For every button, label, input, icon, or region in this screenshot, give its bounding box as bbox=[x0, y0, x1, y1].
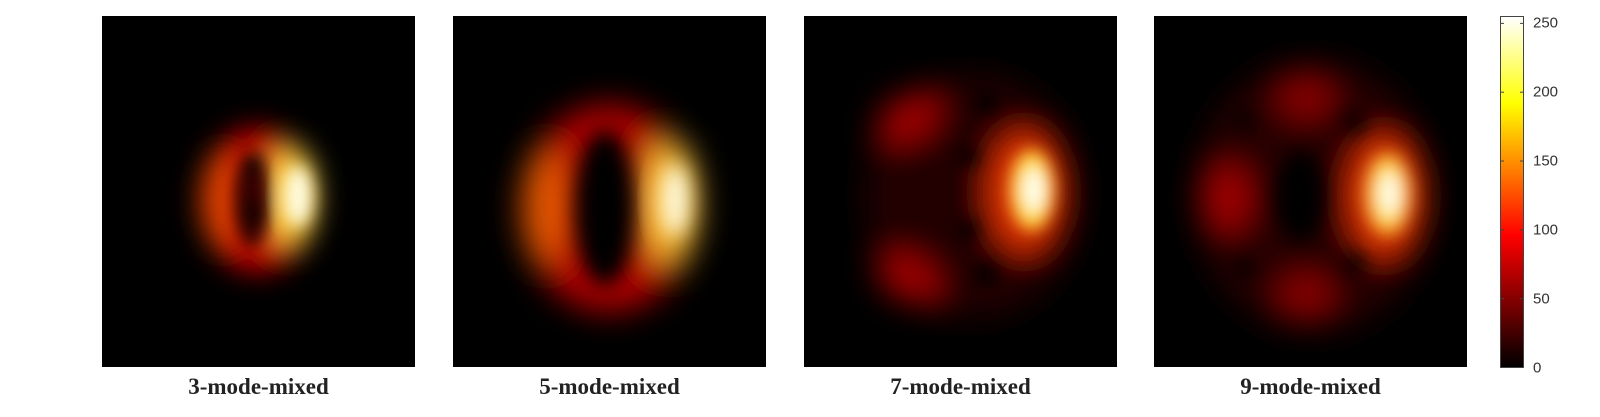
heatmap-5-mode-svg bbox=[453, 16, 766, 367]
heatmap-3-mode-svg bbox=[102, 16, 415, 367]
colorbar-tick-label-100: 100 bbox=[1533, 221, 1559, 239]
colorbar bbox=[1500, 16, 1524, 368]
heatmap-7-mode-svg bbox=[804, 16, 1117, 367]
colorbar-tick-label-50: 50 bbox=[1533, 290, 1550, 308]
colorbar-tick-label-200: 200 bbox=[1533, 83, 1559, 101]
colorbar-svg bbox=[1500, 16, 1524, 368]
panel-title-7-mode: 7-mode-mixed bbox=[890, 374, 1031, 399]
panel-title-9-mode: 9-mode-mixed bbox=[1240, 374, 1381, 399]
colorbar-gradient bbox=[1500, 16, 1524, 368]
heatmap-panel-3-mode bbox=[102, 16, 415, 367]
heatmap-9-mode-svg bbox=[1154, 16, 1467, 367]
heatmap-panel-5-mode bbox=[453, 16, 766, 367]
panel-title-3-mode: 3-mode-mixed bbox=[188, 374, 329, 399]
panel-title-5-mode: 5-mode-mixed bbox=[539, 374, 680, 399]
colorbar-tick-label-150: 150 bbox=[1533, 152, 1559, 170]
colorbar-tick-label-250: 250 bbox=[1533, 14, 1559, 32]
colorbar-tick-label-0: 0 bbox=[1533, 359, 1542, 376]
heatmap-panel-9-mode bbox=[1154, 16, 1467, 367]
heatmap-panel-7-mode bbox=[804, 16, 1117, 367]
